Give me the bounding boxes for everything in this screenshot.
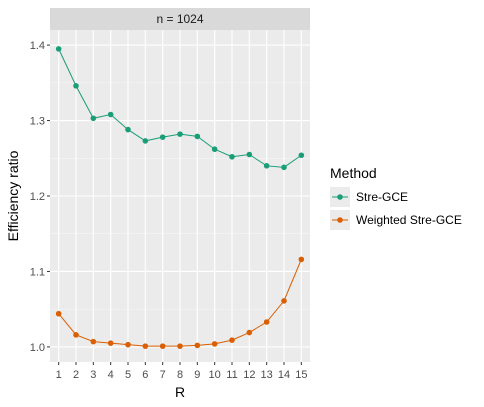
series-2-point <box>263 319 270 325</box>
series-1-point <box>281 164 287 171</box>
x-tick-label: 12 <box>243 369 255 381</box>
y-tick-label: 1.4 <box>30 40 45 52</box>
x-tick-label: 4 <box>108 369 114 381</box>
y-axis-ticks: 1.0 1.1 1.2 1.3 1.4 <box>30 40 50 354</box>
y-axis-title: Efficiency ratio <box>5 150 21 241</box>
x-tick-label: 10 <box>209 369 221 381</box>
series-2-point <box>125 341 131 348</box>
x-tick-label: 8 <box>177 369 183 381</box>
legend-label-2: Weighted Stre-GCE <box>356 213 462 227</box>
series-2-point <box>281 298 287 304</box>
x-tick-label: 3 <box>90 369 96 381</box>
x-tick-label: 13 <box>261 369 273 381</box>
series-2-point <box>73 332 79 338</box>
facet-label: n = 1024 <box>156 12 203 26</box>
series-2-point <box>177 343 183 349</box>
x-tick-label: 11 <box>226 369 237 381</box>
legend: Method Stre-GCE Weighted Stre-GCE <box>330 165 462 230</box>
series-2-point <box>298 256 305 263</box>
legend-label-1: Stre-GCE <box>356 190 408 204</box>
series-1-point <box>73 83 79 89</box>
series-layer <box>55 46 305 349</box>
series-2-point <box>159 343 166 349</box>
series-2-point <box>229 337 235 343</box>
x-tick-label: 2 <box>73 369 79 381</box>
series-1-point <box>107 111 114 118</box>
legend-title: Method <box>330 165 377 181</box>
series-1-point <box>142 138 149 144</box>
series-1-point <box>194 133 201 140</box>
series-1-point <box>263 163 270 169</box>
x-tick-label: 14 <box>278 369 290 381</box>
series-2-point <box>142 343 149 349</box>
series-1-point <box>177 131 183 137</box>
series-2-point <box>107 340 114 346</box>
legend-key-point <box>337 217 343 223</box>
x-tick-label: 5 <box>125 369 131 381</box>
series-2-point <box>211 341 218 347</box>
x-tick-label: 15 <box>295 369 307 381</box>
series-2-point <box>90 338 97 345</box>
x-tick-label: 1 <box>56 369 62 381</box>
x-axis-title: R <box>175 384 185 400</box>
series-1-point <box>246 151 253 158</box>
y-tick-label: 1.3 <box>30 116 45 128</box>
facet-strip <box>50 8 310 30</box>
legend-key-point <box>337 194 343 200</box>
series-2-point <box>55 310 62 317</box>
series-1-point <box>159 134 166 140</box>
grid-lines <box>50 30 310 362</box>
y-tick-label: 1.0 <box>30 342 45 354</box>
series-1-point <box>125 126 131 133</box>
series-1-point <box>90 115 97 122</box>
x-tick-label: 9 <box>194 369 200 381</box>
x-tick-label: 7 <box>160 369 166 381</box>
series-1-point <box>211 146 218 153</box>
series-2-point <box>194 342 201 349</box>
series-2-point <box>246 329 253 336</box>
x-axis-ticks: 1 2 3 4 5 6 7 8 9 10 11 12 13 14 15 <box>56 362 307 381</box>
legend-items: Stre-GCE Weighted Stre-GCE <box>330 187 462 230</box>
series-1-point <box>229 153 235 160</box>
y-tick-label: 1.2 <box>30 191 45 203</box>
x-tick-label: 6 <box>142 369 148 381</box>
y-tick-label: 1.1 <box>30 266 45 278</box>
series-1-point <box>55 46 62 52</box>
series-1-point <box>298 152 305 159</box>
